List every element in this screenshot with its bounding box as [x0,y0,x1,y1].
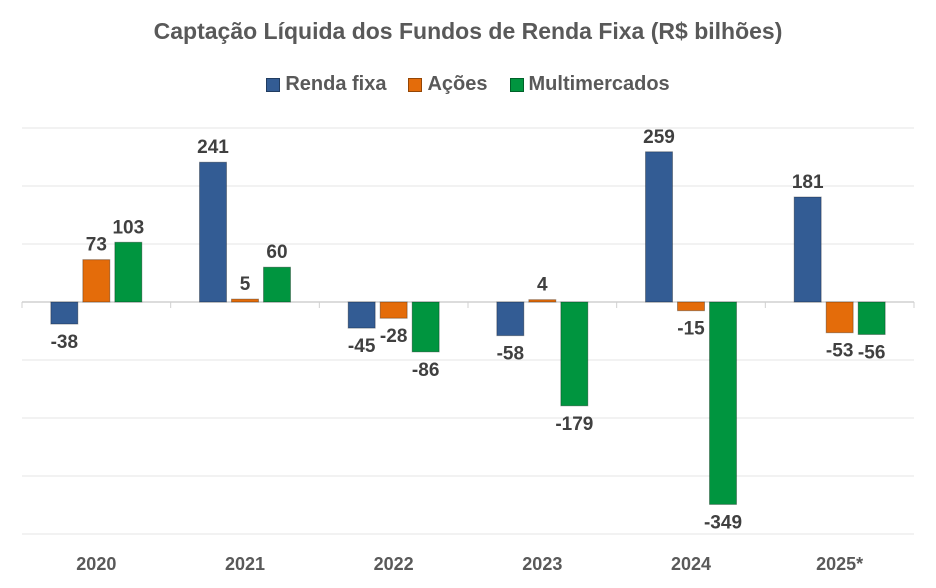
bar-multimercados-2024 [709,301,737,505]
bar-a-es-2020 [82,259,111,303]
data-label: 73 [86,235,107,256]
data-label: -58 [497,344,524,365]
bar-multimercados-2021 [263,266,291,303]
legend-label-acoes: Ações [427,73,488,95]
data-label: -15 [677,319,705,340]
bar-multimercados-2022 [411,301,440,353]
bar-renda-fixa-2024 [645,151,673,303]
bar-a-es-2021 [231,298,259,303]
bar-multimercados-2025 [857,301,886,335]
data-label: -28 [380,326,407,347]
data-label: 181 [792,172,824,193]
x-tick-label: 2025* [816,554,863,574]
data-label: -45 [348,336,376,357]
data-label: -38 [51,332,78,353]
data-label: -86 [412,360,439,381]
data-label: 5 [240,274,251,295]
data-label: -179 [555,414,593,435]
legend-swatch-renda-fixa [266,77,281,92]
data-label: -53 [826,341,853,362]
bars [50,151,886,505]
bar-renda-fixa-2022 [347,301,376,329]
legend-item-renda-fixa: Renda fixa [266,73,386,96]
bar-renda-fixa-2025 [793,196,822,303]
data-label: -349 [704,512,742,533]
legend: Renda fixa Ações Multimercados [0,73,936,96]
data-label: 103 [112,217,144,238]
legend-swatch-multimercados [509,77,524,92]
chart-title: Captação Líquida dos Fundos de Renda Fix… [153,18,783,44]
bar-a-es-2023 [528,299,557,303]
legend-label-multimercados: Multimercados [528,73,670,95]
bar-renda-fixa-2023 [496,301,525,337]
x-tick-label: 2021 [225,554,265,574]
bar-a-es-2025 [825,301,854,334]
data-label: 4 [537,275,548,296]
data-label: -56 [858,342,885,363]
data-label: 241 [197,137,229,158]
x-tick-label: 2024 [671,554,711,574]
data-label: 259 [643,127,675,148]
x-tick-label: 2020 [76,554,116,574]
legend-swatch-acoes [408,77,423,92]
bar-a-es-2022 [379,301,408,319]
bar-multimercados-2020 [114,241,143,303]
bar-a-es-2024 [677,301,705,312]
bar-multimercados-2023 [560,301,589,407]
x-tick-label: 2023 [522,554,562,574]
x-tick-label: 2022 [374,554,414,574]
data-label: 60 [266,242,287,263]
gridlines [22,127,914,535]
bar-renda-fixa-2021 [199,161,227,303]
legend-item-multimercados: Multimercados [509,73,670,96]
bar-renda-fixa-2020 [50,301,79,325]
x-tick-labels: 2020 2021 2022 2023 2024 2025* [76,554,863,574]
legend-item-acoes: Ações [408,73,488,96]
x-axis [21,301,915,308]
legend-label-renda-fixa: Renda fixa [285,73,387,95]
